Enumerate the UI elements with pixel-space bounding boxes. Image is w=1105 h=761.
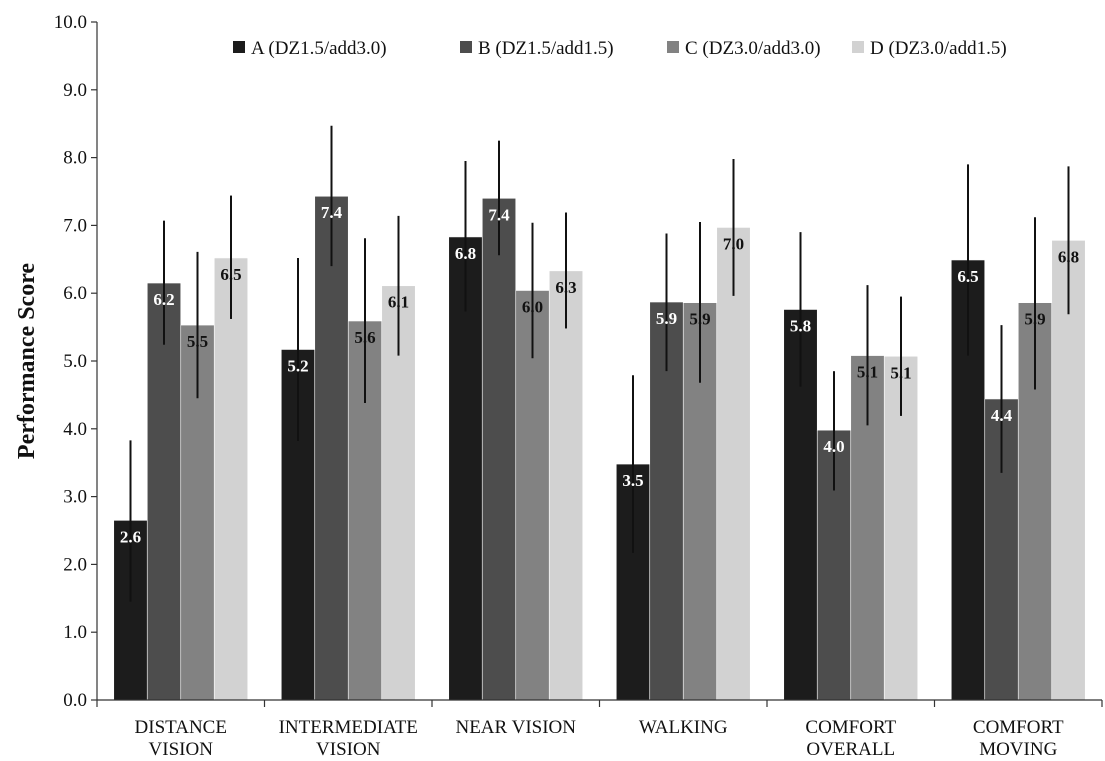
data-label: 6.3 <box>555 278 576 297</box>
data-label: 5.5 <box>187 332 208 351</box>
data-label: 4.4 <box>991 406 1013 425</box>
y-tick-label: 3.0 <box>63 487 87 508</box>
data-label: 6.8 <box>455 244 476 263</box>
y-axis-title: Performance Score <box>14 263 40 459</box>
data-label: 4.0 <box>823 437 844 456</box>
data-label: 7.4 <box>321 203 343 222</box>
y-tick-label: 6.0 <box>63 283 87 304</box>
legend-label: C (DZ3.0/add3.0) <box>685 38 821 59</box>
y-tick-label: 10.0 <box>54 12 87 33</box>
data-label: 5.9 <box>689 310 710 329</box>
y-tick-label: 1.0 <box>63 622 87 643</box>
bar <box>481 197 517 701</box>
error-bars <box>129 125 1070 602</box>
legend: A (DZ1.5/add3.0) B (DZ1.5/add1.5) C (DZ3.0… <box>233 38 1007 59</box>
data-label: 6.5 <box>957 267 978 286</box>
bars <box>113 195 1086 701</box>
x-tick-label: INTERMEDIATE <box>279 717 418 738</box>
data-label: 3.5 <box>622 471 643 490</box>
y-tick-label: 7.0 <box>63 215 87 236</box>
data-label: 6.2 <box>153 290 174 309</box>
legend-label: B (DZ1.5/add1.5) <box>478 38 614 59</box>
bar <box>314 195 349 701</box>
y-tick-label: 9.0 <box>63 80 87 101</box>
data-label: 5.9 <box>1024 310 1045 329</box>
y-tick-label: 0.0 <box>63 690 87 711</box>
x-tick-label: COMFORT <box>805 717 896 738</box>
bar <box>716 227 751 701</box>
x-tick-label: WALKING <box>639 717 728 738</box>
data-label: 6.5 <box>220 265 241 284</box>
x-tick-label: MOVING <box>979 739 1057 760</box>
x-tick-label: VISION <box>316 739 381 760</box>
data-label: 5.1 <box>857 363 878 382</box>
data-label: 5.8 <box>790 316 811 335</box>
legend-swatch <box>460 41 472 53</box>
data-labels: 2.6 5.2 6.8 3.5 5.8 6.5 6.2 7.4 7.4 5.9 4.0 4.4 5.5 5… <box>120 203 1079 546</box>
data-label: 5.9 <box>656 309 677 328</box>
legend-swatch <box>667 41 679 53</box>
legend-label: A (DZ1.5/add3.0) <box>251 38 387 59</box>
data-label: 7.4 <box>488 205 510 224</box>
bar <box>515 290 550 701</box>
bar <box>1051 240 1086 701</box>
bar <box>548 270 584 701</box>
data-label: 6.0 <box>522 297 543 316</box>
y-tick-label: 4.0 <box>63 419 87 440</box>
y-axis: 0.0 1.0 2.0 3.0 4.0 5.0 6.0 7.0 8.0 9.0 10.0 <box>54 12 98 711</box>
data-label: 6.1 <box>388 293 409 312</box>
legend-swatch <box>852 41 864 53</box>
data-label: 5.6 <box>354 328 375 347</box>
data-label: 7.0 <box>723 234 744 253</box>
x-tick-label: OVERALL <box>806 739 895 760</box>
y-tick-label: 5.0 <box>63 351 87 372</box>
bar <box>213 257 249 701</box>
x-tick-label: NEAR VISION <box>455 717 576 738</box>
legend-swatch <box>233 41 245 53</box>
data-label: 5.2 <box>287 356 308 375</box>
legend-label: D (DZ3.0/add1.5) <box>870 38 1007 59</box>
data-label: 6.8 <box>1058 247 1079 266</box>
x-tick-label: DISTANCE <box>135 717 227 738</box>
y-tick-label: 8.0 <box>63 148 87 169</box>
bar <box>146 282 182 701</box>
x-tick-label: COMFORT <box>973 717 1064 738</box>
y-tick-label: 2.0 <box>63 554 87 575</box>
data-label: 5.1 <box>890 363 911 382</box>
data-label: 2.6 <box>120 527 141 546</box>
x-tick-label: VISION <box>149 739 214 760</box>
